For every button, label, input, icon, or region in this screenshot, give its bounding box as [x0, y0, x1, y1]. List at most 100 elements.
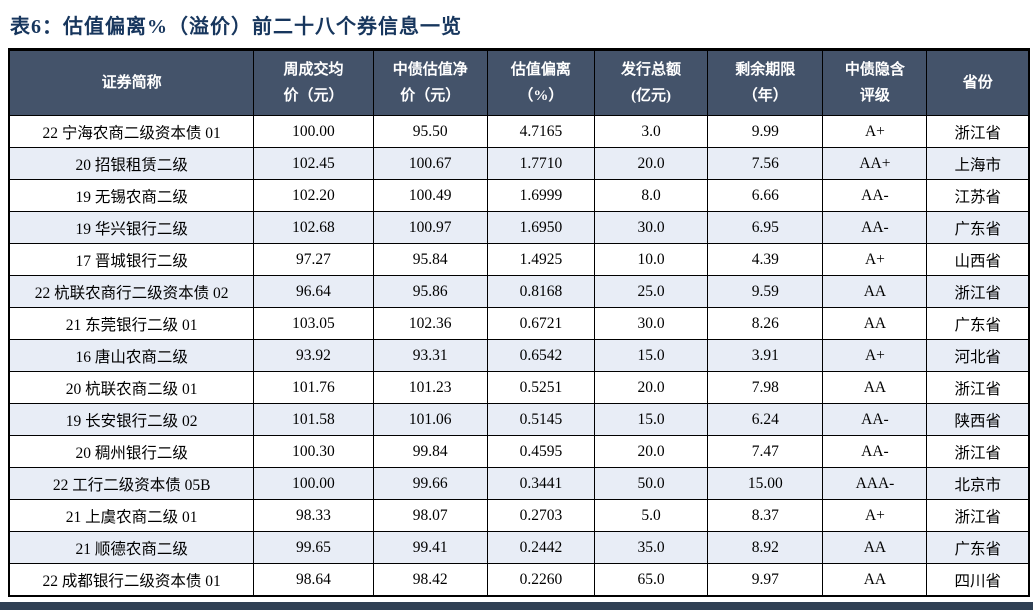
cell-remaining_maturity: 8.26	[707, 307, 824, 340]
cell-implied_rating: A+	[822, 243, 928, 276]
cell-valuation_price: 95.84	[372, 243, 488, 276]
cell-province: 山西省	[926, 243, 1030, 276]
table-row: 20 稠州银行二级 100.30 99.84 0.4595 20.0 7.47 AA- 浙江省	[8, 435, 1030, 468]
cell-province: 浙江省	[926, 371, 1030, 404]
cell-issue_amount: 10.0	[593, 243, 709, 276]
cell-implied_rating: AA	[822, 531, 928, 564]
cell-issue_amount: 35.0	[593, 531, 709, 564]
cell-issue_amount: 30.0	[593, 211, 709, 244]
cell-province: 江苏省	[926, 179, 1030, 212]
cell-deviation: 1.4925	[486, 243, 595, 276]
cell-avg_price: 101.76	[253, 371, 374, 404]
cell-issue_amount: 30.0	[593, 307, 709, 340]
cell-valuation_price: 99.66	[372, 467, 488, 500]
cell-name: 21 顺德农商二级	[8, 531, 255, 564]
cell-deviation: 0.2703	[486, 499, 595, 532]
cell-deviation: 1.6999	[486, 179, 595, 212]
column-header-line: 评级	[859, 88, 890, 104]
cell-valuation_price: 101.23	[372, 371, 488, 404]
cell-implied_rating: AA	[822, 371, 928, 404]
cell-valuation_price: 95.86	[372, 275, 488, 308]
cell-deviation: 0.6721	[486, 307, 595, 340]
cell-remaining_maturity: 4.39	[707, 243, 824, 276]
table-row: 22 成都银行二级资本债 01 98.64 98.42 0.2260 65.0 9.97 A…	[8, 563, 1030, 597]
cell-name: 20 招银租赁二级	[8, 147, 255, 180]
cell-implied_rating: AA	[822, 275, 928, 308]
table-row: 19 无锡农商二级 102.20 100.49 1.6999 8.0 6.66 AA- 江苏省	[8, 179, 1030, 212]
cell-province: 广东省	[926, 307, 1030, 340]
cell-valuation_price: 95.50	[372, 115, 488, 148]
cell-deviation: 0.3441	[486, 467, 595, 500]
cell-remaining_maturity: 6.95	[707, 211, 824, 244]
cell-issue_amount: 20.0	[593, 147, 709, 180]
cell-name: 22 工行二级资本债 05B	[8, 467, 255, 500]
cell-issue_amount: 20.0	[593, 371, 709, 404]
cell-issue_amount: 5.0	[593, 499, 709, 532]
column-header-name: 证券简称	[8, 49, 255, 116]
cell-valuation_price: 100.97	[372, 211, 488, 244]
cell-province: 河北省	[926, 339, 1030, 372]
column-header-valuation_price: 中债估值净 价（元）	[372, 49, 488, 116]
column-header-implied_rating: 中债隐含 评级	[822, 49, 928, 116]
cell-province: 广东省	[926, 531, 1030, 564]
cell-avg_price: 98.33	[253, 499, 374, 532]
cell-name: 16 唐山农商二级	[8, 339, 255, 372]
column-header-line: 中债隐含	[844, 62, 905, 78]
table-row: 22 杭联农商行二级资本债 02 96.64 95.86 0.8168 25.0 9.59…	[8, 275, 1030, 308]
cell-deviation: 0.6542	[486, 339, 595, 372]
cell-implied_rating: AA-	[822, 435, 928, 468]
column-header-line: 省份	[962, 75, 993, 91]
cell-implied_rating: AA-	[822, 211, 928, 244]
cell-remaining_maturity: 7.47	[707, 435, 824, 468]
cell-avg_price: 102.68	[253, 211, 374, 244]
cell-issue_amount: 65.0	[593, 563, 709, 597]
cell-province: 浙江省	[926, 435, 1030, 468]
table-row: 21 东莞银行二级 01 103.05 102.36 0.6721 30.0 8.26 AA…	[8, 307, 1030, 340]
cell-deviation: 0.8168	[486, 275, 595, 308]
column-header-line: 周成交均	[283, 62, 344, 78]
cell-deviation: 0.5145	[486, 403, 595, 436]
cell-deviation: 0.4595	[486, 435, 595, 468]
cell-avg_price: 101.58	[253, 403, 374, 436]
table-row: 20 招银租赁二级 102.45 100.67 1.7710 20.0 7.56 AA+ 上海…	[8, 147, 1030, 180]
table-row: 20 杭联农商二级 01 101.76 101.23 0.5251 20.0 7.98 AA…	[8, 371, 1030, 404]
column-header-province: 省份	[926, 49, 1030, 116]
cell-avg_price: 100.00	[253, 467, 374, 500]
cell-name: 22 成都银行二级资本债 01	[8, 563, 255, 597]
column-header-line: 剩余期限	[735, 62, 796, 78]
cell-deviation: 4.7165	[486, 115, 595, 148]
cell-deviation: 0.2260	[486, 563, 595, 597]
cell-issue_amount: 25.0	[593, 275, 709, 308]
cell-avg_price: 100.00	[253, 115, 374, 148]
cell-valuation_price: 99.41	[372, 531, 488, 564]
cell-deviation: 1.7710	[486, 147, 595, 180]
cell-province: 广东省	[926, 211, 1030, 244]
column-header-issue_amount: 发行总额 (亿元)	[593, 49, 709, 116]
cell-remaining_maturity: 9.97	[707, 563, 824, 597]
cell-avg_price: 98.64	[253, 563, 374, 597]
cell-implied_rating: A+	[822, 499, 928, 532]
cell-valuation_price: 93.31	[372, 339, 488, 372]
cell-remaining_maturity: 3.91	[707, 339, 824, 372]
cell-province: 陕西省	[926, 403, 1030, 436]
cell-name: 21 东莞银行二级 01	[8, 307, 255, 340]
cell-name: 20 稠州银行二级	[8, 435, 255, 468]
table-row: 22 宁海农商二级资本债 01 100.00 95.50 4.7165 3.0 9.99 A…	[8, 115, 1030, 148]
column-header-line: 价（元）	[283, 88, 344, 104]
cell-remaining_maturity: 9.59	[707, 275, 824, 308]
column-header-line: (亿元)	[631, 88, 672, 104]
table-title: 表6：估值偏离%（溢价）前二十八个券信息一览	[10, 16, 462, 38]
cell-implied_rating: AA	[822, 563, 928, 597]
cell-avg_price: 100.30	[253, 435, 374, 468]
cell-province: 上海市	[926, 147, 1030, 180]
cell-remaining_maturity: 7.98	[707, 371, 824, 404]
cell-name: 19 长安银行二级 02	[8, 403, 255, 436]
column-header-line: 估值偏离	[510, 62, 571, 78]
cell-province: 北京市	[926, 467, 1030, 500]
report-page: 表6：估值偏离%（溢价）前二十八个券信息一览 证券简称 周成交均价（元） 中债估值净…	[8, 16, 1030, 597]
cell-province: 浙江省	[926, 275, 1030, 308]
table-header-row: 证券简称 周成交均 价（元） 中债估值净 价（元） 估值偏离 （%） 发行总额 (亿元) 剩余期限…	[8, 49, 1030, 116]
cell-issue_amount: 50.0	[593, 467, 709, 500]
cell-remaining_maturity: 8.92	[707, 531, 824, 564]
cell-valuation_price: 98.42	[372, 563, 488, 597]
